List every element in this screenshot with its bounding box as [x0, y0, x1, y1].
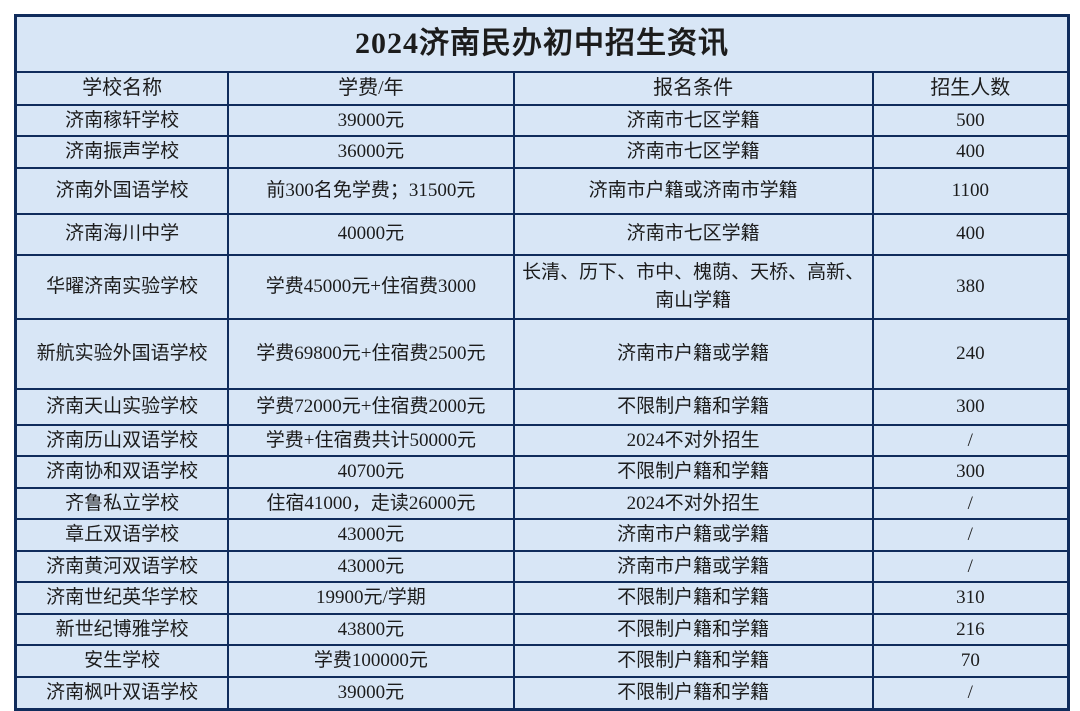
tuition-cell: 36000元 [227, 135, 515, 169]
table-row: 济南世纪英华学校 19900元/学期 不限制户籍和学籍 310 [14, 581, 1070, 615]
tuition-cell: 前300名免学费；31500元 [227, 166, 515, 215]
tuition-cell: 39000元 [227, 675, 515, 711]
enrollment-count-cell: 216 [871, 612, 1070, 647]
enrollment-count-cell: / [871, 486, 1070, 521]
enrollment-count-cell: 400 [871, 135, 1070, 169]
table-row: 济南协和双语学校 40700元 不限制户籍和学籍 300 [14, 455, 1070, 489]
tuition-cell: 40000元 [227, 212, 515, 256]
enrollment-count-cell: 70 [871, 644, 1070, 678]
enrollment-count-cell: 240 [871, 317, 1070, 390]
school-name-cell: 济南稼轩学校 [14, 103, 230, 138]
condition-cell: 长清、历下、市中、槐荫、天桥、高新、南山学籍 [512, 253, 874, 320]
table-body: 济南稼轩学校 39000元 济南市七区学籍 500 济南振声学校 36000元 … [14, 103, 1070, 711]
table-row: 华曜济南实验学校 学费45000元+住宿费3000 长清、历下、市中、槐荫、天桥… [14, 253, 1070, 320]
tuition-cell: 19900元/学期 [227, 581, 515, 615]
table-row: 齐鲁私立学校 住宿41000，走读26000元 2024不对外招生 / [14, 486, 1070, 521]
school-name-cell: 济南历山双语学校 [14, 423, 230, 458]
enrollment-count-cell: / [871, 518, 1070, 552]
page: 2024济南民办初中招生资讯 学校名称 学费/年 报名条件 招生人数 济南稼轩学… [14, 14, 1070, 711]
condition-cell: 2024不对外招生 [512, 486, 874, 521]
school-name-cell: 新航实验外国语学校 [14, 317, 230, 390]
table-row: 济南海川中学 40000元 济南市七区学籍 400 [14, 212, 1070, 256]
school-name-cell: 安生学校 [14, 644, 230, 678]
school-name-cell: 济南黄河双语学校 [14, 549, 230, 584]
condition-cell: 不限制户籍和学籍 [512, 675, 874, 711]
tuition-cell: 39000元 [227, 103, 515, 138]
admissions-table: 2024济南民办初中招生资讯 学校名称 学费/年 报名条件 招生人数 济南稼轩学… [14, 14, 1070, 711]
enrollment-count-cell: 310 [871, 581, 1070, 615]
school-name-cell: 济南世纪英华学校 [14, 581, 230, 615]
table-row: 济南天山实验学校 学费72000元+住宿费2000元 不限制户籍和学籍 300 [14, 387, 1070, 426]
table-row: 济南稼轩学校 39000元 济南市七区学籍 500 [14, 103, 1070, 138]
enrollment-count-cell: 380 [871, 253, 1070, 320]
table-row: 章丘双语学校 43000元 济南市户籍或学籍 / [14, 518, 1070, 552]
tuition-cell: 学费45000元+住宿费3000 [227, 253, 515, 320]
tuition-cell: 43000元 [227, 549, 515, 584]
tuition-cell: 学费+住宿费共计50000元 [227, 423, 515, 458]
school-name-cell: 新世纪博雅学校 [14, 612, 230, 647]
tuition-cell: 学费69800元+住宿费2500元 [227, 317, 515, 390]
enrollment-count-cell: / [871, 675, 1070, 711]
table-row: 济南振声学校 36000元 济南市七区学籍 400 [14, 135, 1070, 169]
page-title: 2024济南民办初中招生资讯 [14, 14, 1070, 73]
column-header-registration-conditions: 报名条件 [512, 70, 874, 106]
condition-cell: 济南市户籍或学籍 [512, 549, 874, 584]
enrollment-count-cell: 300 [871, 387, 1070, 426]
condition-cell: 不限制户籍和学籍 [512, 455, 874, 489]
school-name-cell: 华曜济南实验学校 [14, 253, 230, 320]
condition-cell: 不限制户籍和学籍 [512, 581, 874, 615]
condition-cell: 济南市七区学籍 [512, 103, 874, 138]
condition-cell: 不限制户籍和学籍 [512, 644, 874, 678]
enrollment-count-cell: 1100 [871, 166, 1070, 215]
condition-cell: 2024不对外招生 [512, 423, 874, 458]
table-header-row: 学校名称 学费/年 报名条件 招生人数 [14, 70, 1070, 106]
table-row: 济南黄河双语学校 43000元 济南市户籍或学籍 / [14, 549, 1070, 584]
table-row: 新航实验外国语学校 学费69800元+住宿费2500元 济南市户籍或学籍 240 [14, 317, 1070, 390]
enrollment-count-cell: / [871, 549, 1070, 584]
enrollment-count-cell: 500 [871, 103, 1070, 138]
enrollment-count-cell: 400 [871, 212, 1070, 256]
column-header-tuition-per-year: 学费/年 [227, 70, 515, 106]
tuition-cell: 40700元 [227, 455, 515, 489]
table-row: 济南历山双语学校 学费+住宿费共计50000元 2024不对外招生 / [14, 423, 1070, 458]
condition-cell: 济南市七区学籍 [512, 212, 874, 256]
tuition-cell: 43000元 [227, 518, 515, 552]
school-name-cell: 济南协和双语学校 [14, 455, 230, 489]
condition-cell: 济南市户籍或学籍 [512, 317, 874, 390]
table-title-row: 2024济南民办初中招生资讯 [14, 14, 1070, 73]
condition-cell: 济南市户籍或学籍 [512, 518, 874, 552]
condition-cell: 济南市七区学籍 [512, 135, 874, 169]
enrollment-count-cell: 300 [871, 455, 1070, 489]
school-name-cell: 济南海川中学 [14, 212, 230, 256]
column-header-enrollment-count: 招生人数 [871, 70, 1070, 106]
school-name-cell: 济南天山实验学校 [14, 387, 230, 426]
table-row: 济南外国语学校 前300名免学费；31500元 济南市户籍或济南市学籍 1100 [14, 166, 1070, 215]
tuition-cell: 住宿41000，走读26000元 [227, 486, 515, 521]
school-name-cell: 齐鲁私立学校 [14, 486, 230, 521]
table-row: 安生学校 学费100000元 不限制户籍和学籍 70 [14, 644, 1070, 678]
school-name-cell: 济南外国语学校 [14, 166, 230, 215]
enrollment-count-cell: / [871, 423, 1070, 458]
school-name-cell: 济南振声学校 [14, 135, 230, 169]
condition-cell: 济南市户籍或济南市学籍 [512, 166, 874, 215]
column-header-school-name: 学校名称 [14, 70, 230, 106]
school-name-cell: 济南枫叶双语学校 [14, 675, 230, 711]
tuition-cell: 43800元 [227, 612, 515, 647]
tuition-cell: 学费72000元+住宿费2000元 [227, 387, 515, 426]
table-row: 济南枫叶双语学校 39000元 不限制户籍和学籍 / [14, 675, 1070, 711]
tuition-cell: 学费100000元 [227, 644, 515, 678]
school-name-cell: 章丘双语学校 [14, 518, 230, 552]
condition-cell: 不限制户籍和学籍 [512, 387, 874, 426]
condition-cell: 不限制户籍和学籍 [512, 612, 874, 647]
table-row: 新世纪博雅学校 43800元 不限制户籍和学籍 216 [14, 612, 1070, 647]
